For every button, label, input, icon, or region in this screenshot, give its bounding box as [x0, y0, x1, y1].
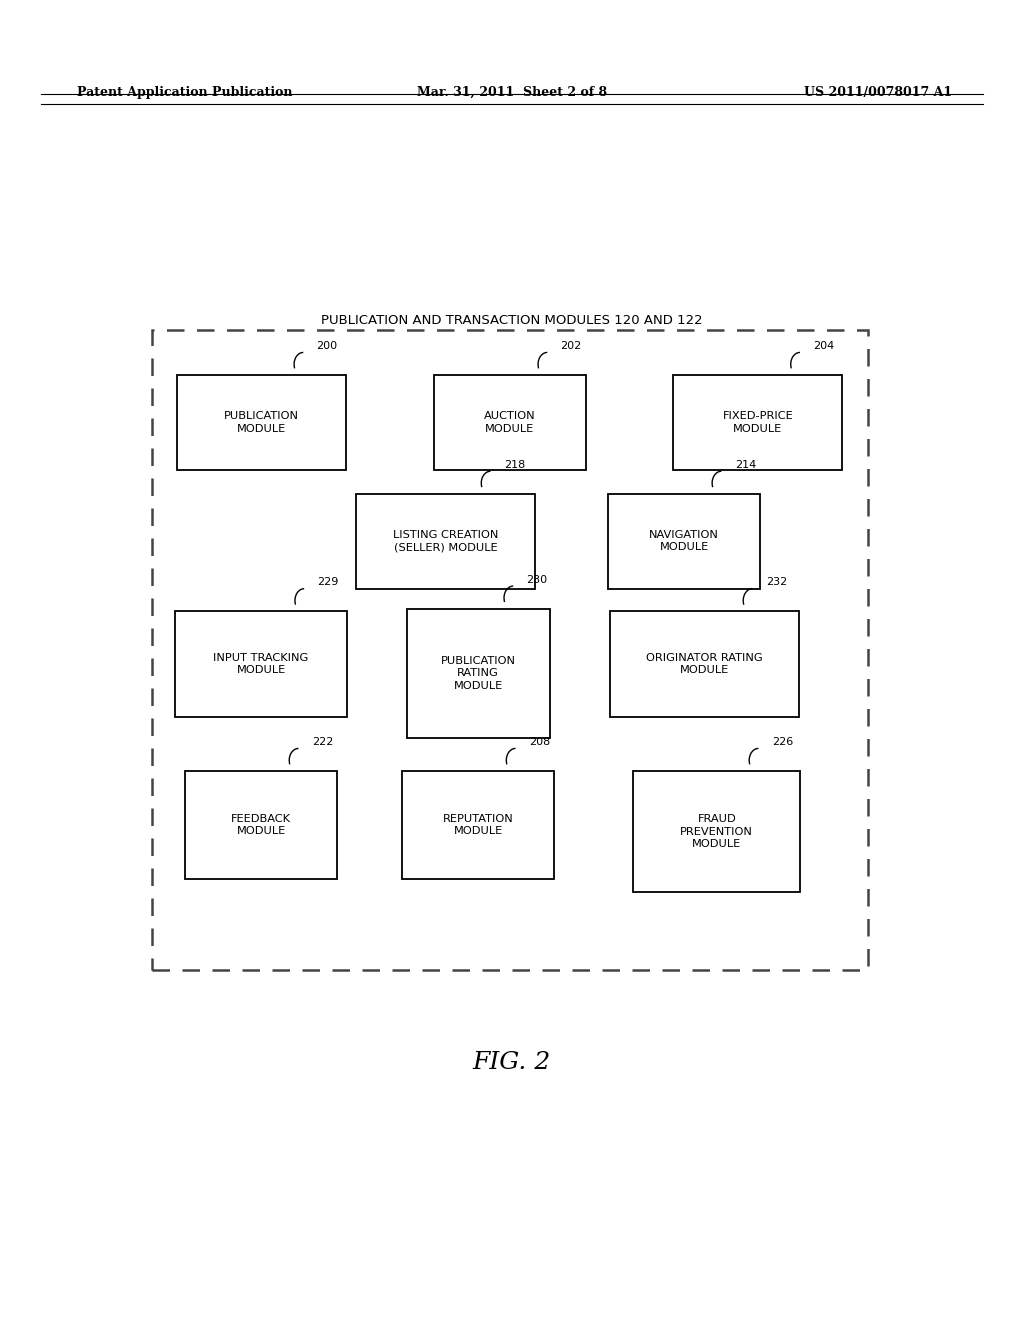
- Text: FIXED-PRICE
MODULE: FIXED-PRICE MODULE: [722, 412, 794, 433]
- Text: 202: 202: [560, 341, 582, 351]
- Bar: [407, 609, 550, 738]
- Text: INPUT TRACKING
MODULE: INPUT TRACKING MODULE: [213, 653, 309, 675]
- Bar: [608, 494, 760, 589]
- Text: Mar. 31, 2011  Sheet 2 of 8: Mar. 31, 2011 Sheet 2 of 8: [417, 86, 607, 99]
- Text: 230: 230: [526, 574, 548, 585]
- Text: PUBLICATION
MODULE: PUBLICATION MODULE: [223, 412, 299, 433]
- Text: FRAUD
PREVENTION
MODULE: FRAUD PREVENTION MODULE: [680, 814, 754, 849]
- Text: 204: 204: [813, 341, 835, 351]
- Bar: [175, 611, 347, 717]
- Bar: [152, 330, 868, 970]
- Text: 218: 218: [504, 459, 525, 470]
- Bar: [185, 771, 337, 879]
- Text: 222: 222: [311, 737, 333, 747]
- Text: 232: 232: [766, 577, 787, 587]
- Bar: [674, 375, 842, 470]
- Bar: [176, 375, 346, 470]
- Bar: [434, 375, 586, 470]
- Text: 208: 208: [528, 737, 550, 747]
- Bar: [356, 494, 535, 589]
- Text: 214: 214: [734, 459, 756, 470]
- Text: ORIGINATOR RATING
MODULE: ORIGINATOR RATING MODULE: [646, 653, 763, 675]
- Text: 200: 200: [316, 341, 338, 351]
- Bar: [633, 771, 801, 892]
- Text: 229: 229: [317, 577, 339, 587]
- Text: 226: 226: [772, 737, 793, 747]
- Text: US 2011/0078017 A1: US 2011/0078017 A1: [804, 86, 952, 99]
- Text: PUBLICATION AND TRANSACTION MODULES 120 AND 122: PUBLICATION AND TRANSACTION MODULES 120 …: [322, 314, 702, 327]
- Bar: [402, 771, 554, 879]
- Text: NAVIGATION
MODULE: NAVIGATION MODULE: [649, 531, 719, 552]
- Bar: [609, 611, 799, 717]
- Text: FEEDBACK
MODULE: FEEDBACK MODULE: [231, 814, 291, 836]
- Text: AUCTION
MODULE: AUCTION MODULE: [484, 412, 536, 433]
- Text: FIG. 2: FIG. 2: [473, 1051, 551, 1074]
- Text: REPUTATION
MODULE: REPUTATION MODULE: [442, 814, 514, 836]
- Text: Patent Application Publication: Patent Application Publication: [77, 86, 292, 99]
- Text: LISTING CREATION
(SELLER) MODULE: LISTING CREATION (SELLER) MODULE: [393, 531, 498, 552]
- Text: PUBLICATION
RATING
MODULE: PUBLICATION RATING MODULE: [440, 656, 516, 690]
